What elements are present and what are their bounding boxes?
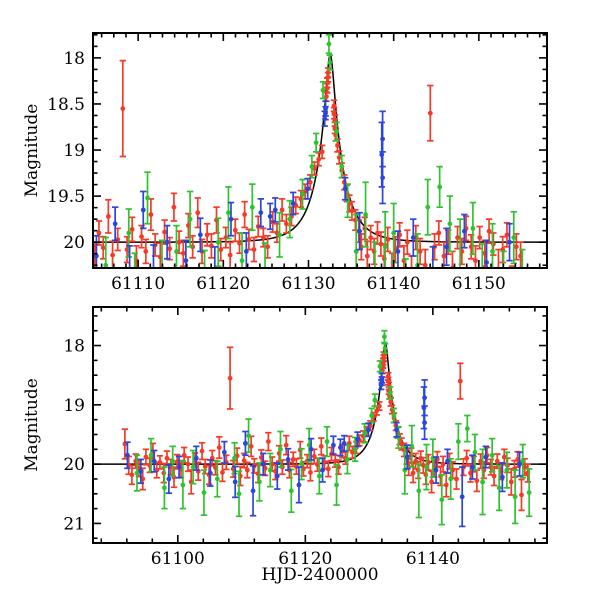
x-tick-label: 61120 — [196, 274, 250, 294]
data-area — [94, 34, 546, 267]
model-curve — [94, 53, 546, 243]
panel-frame — [92, 32, 548, 269]
bottom-full-panel: 61100 61120 61140 18 19 20 21 — [63, 306, 548, 569]
series-green-points — [102, 34, 526, 267]
series-blue-points — [124, 372, 523, 528]
tick-labels: 61110 61120 61130 61140 61150 18 18.5 19 19.5 20 — [47, 49, 506, 294]
axis-ticks — [93, 307, 547, 543]
y-tick-label: 18.5 — [47, 95, 85, 115]
x-tick-label: 61120 — [278, 549, 332, 569]
data-area — [94, 329, 546, 528]
y-tick-label: 18 — [63, 337, 85, 357]
series-green-points — [133, 329, 533, 526]
panel-frame — [92, 306, 548, 544]
y-tick-label: 19.5 — [47, 187, 85, 207]
y-tick-label: 21 — [63, 514, 85, 534]
y-axis-label-bottom: Magnitude — [22, 378, 42, 472]
y-tick-label: 20 — [63, 455, 85, 475]
y-axis-label-top: Magnitude — [22, 104, 42, 198]
x-tick-label: 61130 — [281, 274, 335, 294]
x-axis-label: HJD-2400000 — [261, 565, 378, 585]
x-tick-label: 61140 — [367, 274, 421, 294]
top-zoom-panel: 61110 61120 61130 61140 61150 18 18.5 19 19.5 20 — [47, 32, 548, 294]
x-tick-label: 61150 — [452, 274, 506, 294]
y-tick-label: 19 — [63, 396, 85, 416]
x-tick-label: 61140 — [406, 549, 460, 569]
y-tick-label: 19 — [63, 141, 85, 161]
x-tick-label: 61100 — [151, 549, 205, 569]
x-tick-label: 61110 — [111, 274, 165, 294]
panels-group: 61110 61120 61130 61140 611501818.51919.5206… — [47, 32, 548, 569]
series-blue-points — [94, 100, 513, 267]
tick-labels: 61100 61120 61140 18 19 20 21 — [63, 337, 460, 569]
y-tick-label: 20 — [63, 233, 85, 253]
y-tick-label: 18 — [63, 49, 85, 69]
